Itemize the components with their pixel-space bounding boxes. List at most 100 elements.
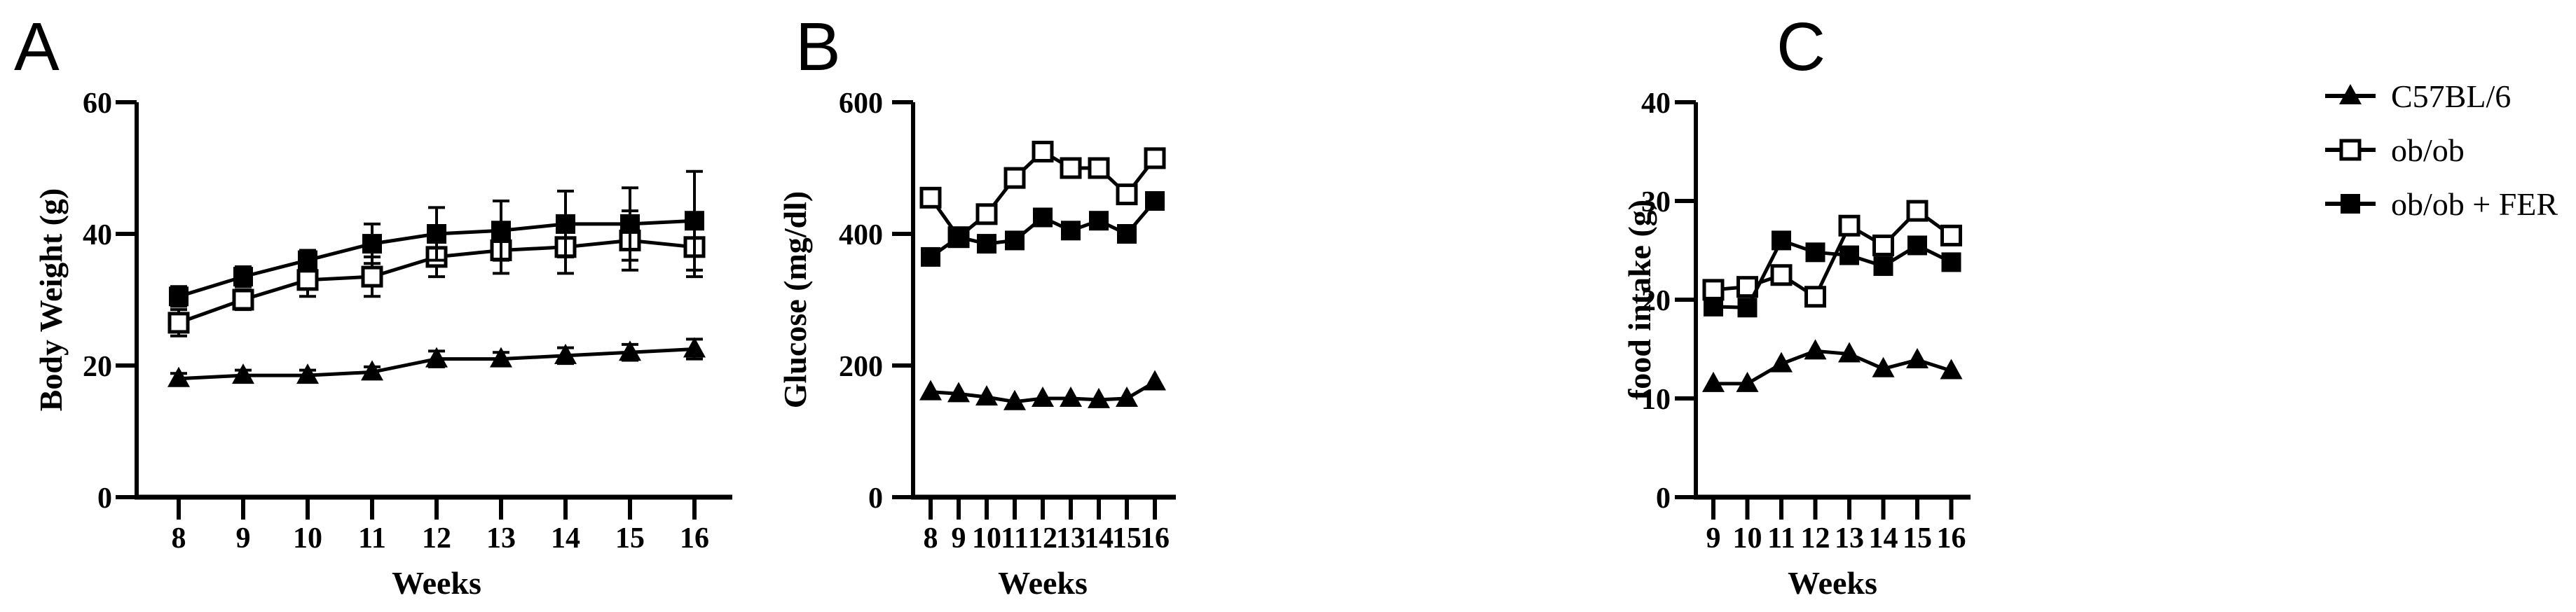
filled-square-icon — [620, 214, 640, 234]
filled-triangle-icon — [1060, 387, 1082, 407]
x-tick-label: 13 — [1835, 522, 1864, 555]
open-square-icon — [1770, 264, 1793, 286]
open-square-icon — [1906, 200, 1928, 222]
x-tick-label: 12 — [1028, 522, 1057, 555]
x-tick-label: 9 — [952, 522, 966, 555]
x-tick-label: 14 — [1084, 522, 1114, 555]
series-ob-ob — [1702, 200, 1962, 308]
filled-square-icon — [1061, 221, 1081, 241]
x-tick-label: 16 — [1140, 522, 1170, 555]
x-tick-label: 9 — [236, 522, 251, 555]
filled-triangle-icon — [232, 363, 254, 384]
y-tick-label: 40 — [83, 219, 112, 251]
open-square-icon — [1003, 167, 1026, 189]
y-tick-label: 40 — [1641, 88, 1671, 120]
y-tick-label: 30 — [1641, 186, 1671, 218]
x-tick-label: 13 — [1056, 522, 1085, 555]
filled-square-icon — [491, 221, 511, 241]
series-c57bl-6 — [167, 337, 706, 387]
y-tick-label: 0 — [868, 482, 883, 515]
panel-label-C: C — [1776, 8, 1825, 85]
filled-square-icon — [1117, 224, 1137, 244]
x-tick-label: 15 — [615, 522, 645, 555]
x-tick-label: 12 — [422, 522, 451, 555]
filled-triangle-icon — [1804, 339, 1827, 360]
filled-square-icon — [1907, 235, 1927, 256]
y-tick-label: 20 — [1641, 285, 1671, 317]
filled-square-icon — [233, 267, 253, 287]
x-tick-label: 10 — [1733, 522, 1762, 555]
x-tick-label: 14 — [551, 522, 580, 555]
filled-triangle-icon — [1736, 371, 1759, 392]
x-tick-label: 15 — [1903, 522, 1932, 555]
open-square-icon — [1088, 157, 1110, 179]
x-tick-label: 10 — [293, 522, 322, 555]
filled-triangle-icon — [1702, 371, 1725, 392]
x-tick-label: 12 — [1801, 522, 1830, 555]
filled-triangle-icon — [919, 380, 942, 401]
filled-square-icon — [921, 246, 940, 267]
filled-triangle-icon — [975, 385, 998, 406]
open-square-icon — [1116, 183, 1138, 206]
open-square-icon — [1060, 157, 1082, 179]
filled-triangle-icon — [361, 360, 383, 381]
x-tick-label: 8 — [924, 522, 938, 555]
filled-triangle-icon — [947, 382, 970, 403]
series-ob-ob-fer — [169, 169, 704, 308]
filled-triangle-icon — [296, 363, 319, 384]
filled-square-icon — [169, 286, 189, 307]
x-tick-label: 11 — [1001, 522, 1029, 555]
open-square-icon — [1872, 234, 1894, 256]
x-tick-label: 16 — [680, 522, 709, 555]
filled-square-icon — [1839, 245, 1859, 265]
filled-square-icon — [1941, 252, 1961, 272]
filled-square-icon — [1033, 207, 1053, 228]
legend-label: C57BL/6 — [2391, 78, 2511, 114]
filled-square-icon — [427, 224, 446, 244]
filled-square-icon — [1873, 256, 1893, 277]
x-tick-label: 10 — [972, 522, 1001, 555]
filled-square-icon — [298, 250, 317, 270]
filled-triangle-icon — [1003, 389, 1026, 410]
series-c57bl-6 — [1702, 339, 1963, 392]
y-tick-label: 10 — [1641, 384, 1671, 416]
panel-label-A: A — [14, 8, 60, 85]
y-tick-label: 200 — [839, 351, 883, 383]
filled-triangle-icon — [1940, 359, 1963, 380]
filled-square-icon — [949, 227, 968, 247]
filled-triangle-icon — [1032, 387, 1054, 407]
y-tick-label: 0 — [97, 482, 112, 515]
x-tick-label: 14 — [1869, 522, 1898, 555]
open-square-icon — [1940, 224, 1962, 246]
filled-square-icon — [1805, 242, 1825, 263]
panel-label-B: B — [795, 8, 841, 85]
x-tick-label: 15 — [1112, 522, 1142, 555]
y-tick-label: 0 — [1656, 482, 1671, 515]
open-square-icon — [1032, 141, 1054, 162]
filled-square-icon — [556, 214, 575, 234]
x-axis-title: Weeks — [998, 565, 1088, 601]
legend: C57BL/6 ob/ob ob/ob + FER — [2325, 78, 2558, 222]
filled-triangle-icon — [1838, 342, 1861, 363]
x-tick-label: 16 — [1937, 522, 1966, 555]
filled-triangle-icon — [1116, 387, 1138, 407]
open-square-icon — [1804, 286, 1826, 308]
filled-square-icon — [1704, 296, 1723, 317]
y-axis-title: Body Weight (g) — [33, 188, 69, 412]
filled-triangle-icon — [683, 337, 706, 358]
filled-square-icon — [362, 234, 382, 254]
x-tick-label: 8 — [172, 522, 186, 555]
y-tick-label: 400 — [839, 219, 883, 251]
open-square-icon — [975, 203, 998, 225]
y-tick-label: 600 — [839, 88, 883, 120]
filled-square-icon — [1145, 191, 1165, 211]
filled-square-icon — [1005, 230, 1025, 251]
filled-triangle-icon — [2339, 84, 2362, 104]
x-axis-title: Weeks — [1788, 565, 1877, 601]
series-ob-ob-fer — [1704, 230, 1961, 318]
x-tick-label: 11 — [1767, 522, 1795, 555]
open-square-icon — [361, 265, 383, 288]
